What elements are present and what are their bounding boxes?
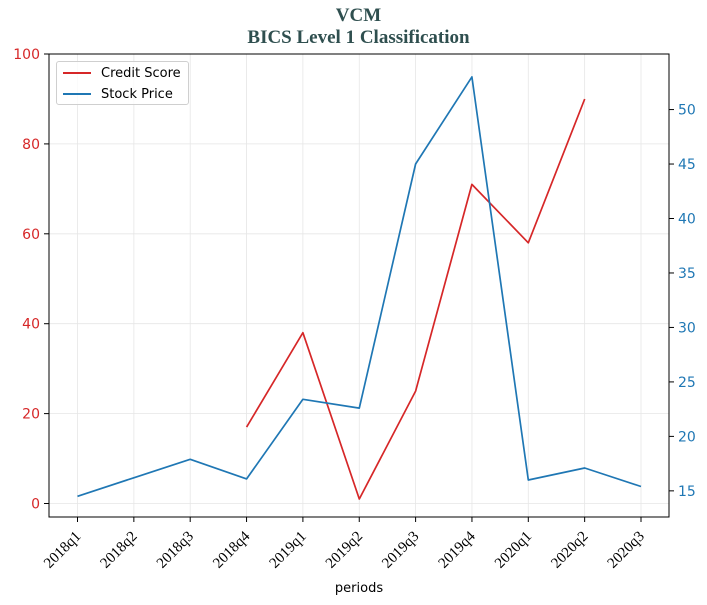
- x-tick-label: 2019q3: [379, 529, 422, 572]
- left-y-tick-label: 80: [22, 137, 40, 153]
- left-y-tick-label: 20: [22, 407, 40, 423]
- x-tick-label: 2019q1: [267, 529, 310, 572]
- x-tick-label: 2018q1: [41, 529, 84, 572]
- x-tick-label: 2020q3: [605, 529, 648, 572]
- series-layer: [77, 76, 642, 500]
- legend-label-credit-score: Credit Score: [101, 65, 181, 81]
- left-y-tick-label: 40: [22, 317, 40, 333]
- legend-item-credit-score: Credit Score: [63, 65, 181, 81]
- legend-swatch-stock-price: [63, 93, 91, 95]
- x-tick-label: 2020q2: [548, 529, 591, 572]
- legend-swatch-credit-score: [63, 72, 91, 74]
- left-y-tick-label: 60: [22, 227, 40, 243]
- grid-lines: [49, 53, 669, 517]
- legend-label-stock-price: Stock Price: [101, 86, 173, 102]
- right-y-tick-label: 15: [678, 484, 696, 500]
- x-axis-label: periods: [335, 581, 383, 596]
- x-tick-label: 2020q1: [492, 529, 535, 572]
- legend: Credit Score Stock Price: [56, 61, 189, 105]
- left-y-tick-label: 0: [31, 497, 40, 513]
- series-line-stock-price: [77, 76, 642, 498]
- right-y-tick-label: 45: [678, 157, 696, 173]
- axes: 2018q1 2018q2 2018q3 2018q4 2019q1 2019q2 2019…: [13, 47, 696, 572]
- x-tick-label: 2018q4: [210, 528, 253, 571]
- right-y-tick-label: 50: [678, 103, 696, 119]
- chart-subtitle: BICS Level 1 Classification: [247, 27, 470, 48]
- x-tick-label: 2019q2: [323, 529, 366, 572]
- right-y-tick-label: 20: [678, 429, 696, 445]
- right-y-tick-label: 25: [678, 375, 696, 391]
- chart-title-main: VCM: [335, 5, 382, 26]
- x-tick-label: 2018q2: [98, 529, 141, 572]
- chart-title: VCM BICS Level 1 Classification: [0, 5, 707, 49]
- x-tick-label: 2019q4: [436, 528, 479, 571]
- series-line-credit-score: [245, 98, 586, 500]
- right-y-tick-label: 30: [678, 320, 696, 336]
- right-y-tick-label: 35: [678, 266, 696, 282]
- left-y-tick-label: 100: [13, 47, 40, 63]
- legend-item-stock-price: Stock Price: [63, 86, 173, 102]
- x-tick-label: 2018q3: [154, 529, 197, 572]
- right-y-tick-label: 40: [678, 212, 696, 228]
